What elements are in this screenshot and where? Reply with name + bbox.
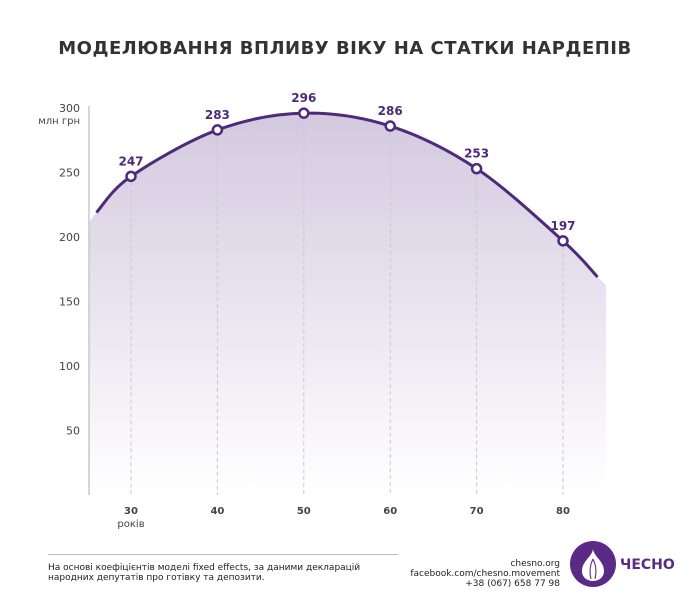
data-label: 197: [550, 219, 575, 233]
footer-divider: [48, 554, 398, 555]
contacts: chesno.org facebook.com/chesno.movement …: [410, 559, 560, 589]
data-label: 253: [464, 147, 489, 161]
x-tick-label: 80: [556, 506, 570, 517]
footnote: На основі коефіцієнтів моделі fixed effe…: [48, 563, 361, 583]
data-point: [470, 162, 483, 175]
y-axis-label: млн грн: [38, 116, 80, 127]
website: chesno.org: [510, 559, 560, 569]
x-tick-label: 60: [383, 506, 397, 517]
x-tick-label: 30: [124, 506, 138, 517]
data-label: 286: [378, 104, 403, 118]
data-point: [557, 235, 569, 247]
area-fill: [89, 113, 606, 495]
data-point: [211, 124, 224, 136]
x-tick-label: 50: [297, 506, 311, 517]
series-line: [95, 111, 599, 279]
x-axis-label: років: [117, 518, 144, 530]
x-tick-label: 70: [470, 506, 484, 517]
y-tick-label: 250: [59, 167, 80, 180]
data-point: [384, 120, 396, 132]
y-tick-label: 100: [59, 360, 80, 373]
data-label: 283: [205, 108, 230, 122]
brand-name: ЧЕСНО: [620, 557, 675, 573]
data-label: 247: [118, 154, 143, 168]
y-tick-label: 50: [66, 425, 80, 438]
facebook: facebook.com/chesno.movement: [410, 569, 560, 579]
data-label: 296: [291, 91, 316, 105]
data-point: [125, 170, 137, 183]
y-tick-label: 200: [59, 231, 80, 244]
garlic-logo-icon: [570, 541, 616, 587]
y-tick-label: 300: [59, 102, 80, 115]
chart-title: МОДЕЛЮВАННЯ ВПЛИВУ ВІКУ НА СТАТКИ НАРДЕП…: [58, 38, 632, 59]
x-tick-label: 40: [210, 506, 224, 517]
data-point: [298, 107, 310, 119]
y-tick-label: 150: [59, 296, 80, 309]
phone: +38 (067) 658 77 98: [465, 579, 560, 589]
